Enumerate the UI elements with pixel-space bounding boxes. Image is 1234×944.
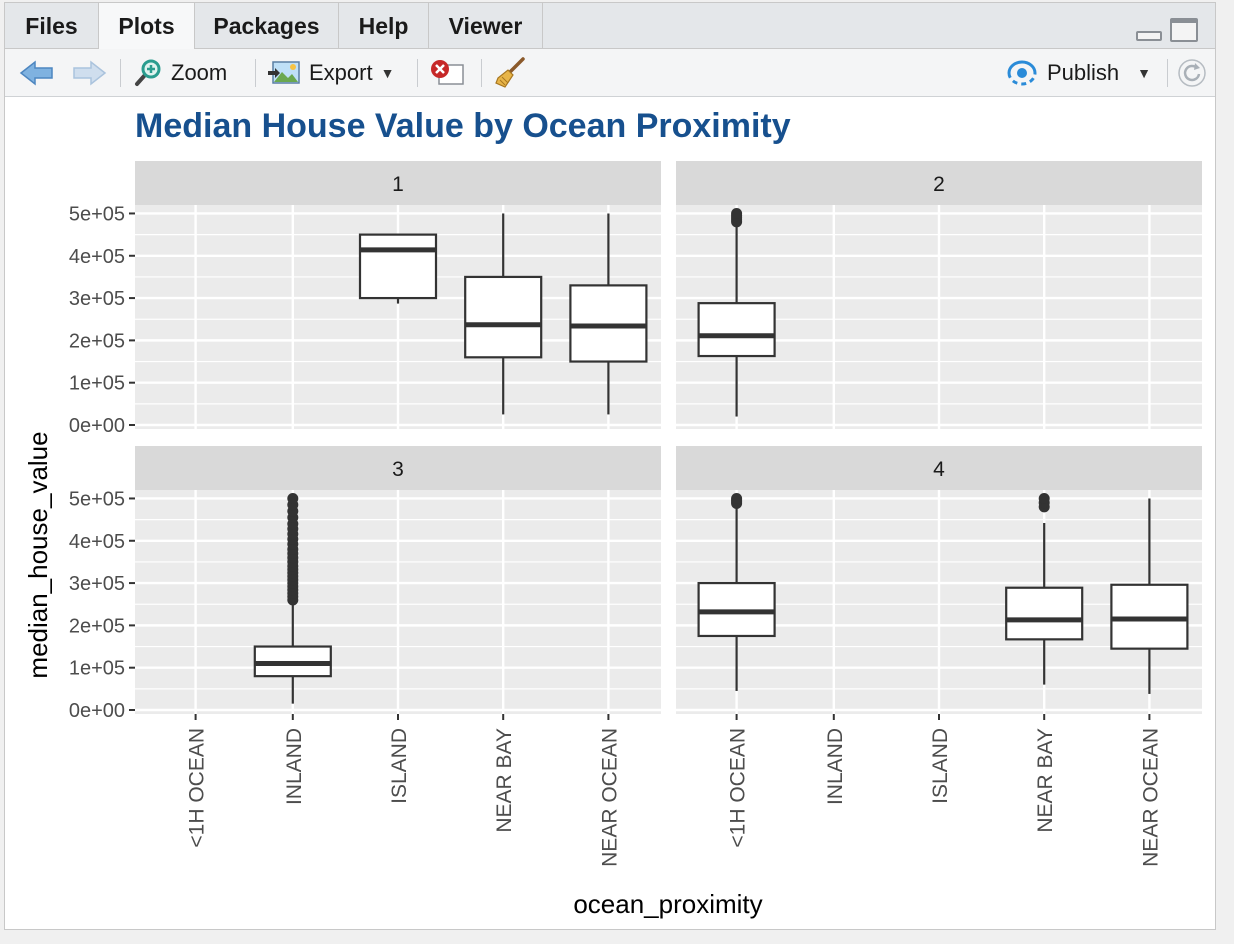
facet-strip xyxy=(135,446,661,490)
y-tick-label: 4e+05 xyxy=(69,531,125,553)
toolbar-separator xyxy=(417,59,418,87)
box-near-ocean xyxy=(569,213,648,415)
x-tick-label: ISLAND xyxy=(929,728,952,804)
box-near-ocean xyxy=(1110,498,1189,694)
publish-icon xyxy=(1007,60,1037,86)
zoom-label: Zoom xyxy=(171,60,228,85)
iqr-box xyxy=(358,233,438,300)
x-axis-label: ocean_proximity xyxy=(573,889,762,919)
y-tick-label: 5e+05 xyxy=(69,488,125,510)
box-island xyxy=(358,233,438,304)
plot-viewer: Median House Value by Ocean Proximity me… xyxy=(5,97,1215,932)
y-tick-label: 2e+05 xyxy=(69,615,125,637)
arrow-left-icon xyxy=(19,60,53,86)
minimize-icon[interactable] xyxy=(1136,31,1162,41)
facet-strip-label: 1 xyxy=(392,173,404,196)
tab-plots[interactable]: Plots xyxy=(98,3,195,50)
box--1h-ocean xyxy=(697,207,776,417)
chart-title: Median House Value by Ocean Proximity xyxy=(135,107,791,145)
y-tick-label: 5e+05 xyxy=(69,203,125,225)
y-tick-label: 0e+00 xyxy=(69,700,125,722)
y-tick-label: 3e+05 xyxy=(69,288,125,310)
toolbar-separator xyxy=(120,59,121,87)
y-tick-label: 3e+05 xyxy=(69,573,125,595)
y-tick-label: 4e+05 xyxy=(69,246,125,268)
x-tick-label: NEAR BAY xyxy=(493,728,516,833)
zoom-button[interactable]: Zoom xyxy=(133,49,227,97)
clear-plots-button[interactable] xyxy=(493,49,527,97)
y-tick-label: 1e+05 xyxy=(69,658,125,680)
facet-strip xyxy=(676,446,1202,490)
outlier-point xyxy=(287,492,299,504)
iqr-box xyxy=(697,302,776,358)
forward-button[interactable] xyxy=(71,49,107,97)
outlier-point xyxy=(731,207,743,219)
facet-strip-label: 2 xyxy=(933,173,945,196)
export-button[interactable]: Export ▼ xyxy=(267,49,394,97)
y-axis-label: median_house_value xyxy=(23,431,53,678)
toolbar-separator xyxy=(481,59,482,87)
maximize-icon[interactable] xyxy=(1170,18,1198,42)
box-inland xyxy=(253,492,332,704)
x-tick-label: NEAR OCEAN xyxy=(598,728,621,867)
outlier-point xyxy=(731,492,743,504)
y-tick-label: 1e+05 xyxy=(69,373,125,395)
facet-strip xyxy=(676,161,1202,205)
refresh-button[interactable] xyxy=(1177,49,1207,97)
chevron-down-icon: ▼ xyxy=(380,65,395,81)
arrow-right-icon xyxy=(73,60,107,86)
facet-strip-label: 3 xyxy=(392,458,404,481)
x-tick-label: NEAR OCEAN xyxy=(1139,728,1162,867)
x-tick-label: ISLAND xyxy=(388,728,411,804)
iqr-box xyxy=(464,275,543,359)
remove-plot-icon xyxy=(431,60,464,85)
facet-strip-label: 4 xyxy=(933,458,945,481)
box-near-bay xyxy=(1005,492,1084,685)
plots-pane: Files Plots Packages Help Viewer xyxy=(4,2,1216,930)
boxplot-chart: Median House Value by Ocean Proximity me… xyxy=(23,107,1202,919)
iqr-box xyxy=(569,284,648,363)
publish-label: Publish xyxy=(1047,60,1120,85)
tab-packages[interactable]: Packages xyxy=(195,3,339,49)
facet-panels: 1 0e+00 1e+05 2e+05 3e+05 4e+05 5e+05 2 3 0e+00 1e… xyxy=(69,161,1202,867)
broom-icon xyxy=(495,57,525,88)
back-button[interactable] xyxy=(19,49,55,97)
tab-viewer[interactable]: Viewer xyxy=(429,3,543,49)
x-tick-label: <1H OCEAN xyxy=(186,728,209,848)
y-tick-label: 2e+05 xyxy=(69,330,125,352)
refresh-icon xyxy=(1178,59,1206,87)
x-tick-label: <1H OCEAN xyxy=(727,728,750,848)
outlier-point xyxy=(1038,492,1050,504)
x-tick-label: NEAR BAY xyxy=(1034,728,1057,833)
chevron-down-icon: ▼ xyxy=(1137,65,1152,81)
magnifier-icon xyxy=(135,59,161,86)
publish-button[interactable]: Publish ▼ xyxy=(1005,49,1151,97)
image-export-icon xyxy=(268,61,300,84)
x-tick-label: INLAND xyxy=(283,728,306,805)
tab-files[interactable]: Files xyxy=(5,3,99,49)
iqr-box xyxy=(1005,586,1084,641)
plots-toolbar: Zoom Export ▼ xyxy=(5,49,1215,97)
tab-bar: Files Plots Packages Help Viewer xyxy=(5,3,1215,50)
box--1h-ocean xyxy=(697,492,776,691)
toolbar-separator xyxy=(255,59,256,87)
remove-plot-button[interactable] xyxy=(429,49,465,97)
facet-strip xyxy=(135,161,661,205)
box-near-bay xyxy=(464,213,543,415)
x-tick-label: INLAND xyxy=(824,728,847,805)
toolbar-separator xyxy=(1167,59,1168,87)
y-tick-label: 0e+00 xyxy=(69,415,125,437)
tab-help[interactable]: Help xyxy=(339,3,429,49)
export-label: Export xyxy=(309,60,373,85)
